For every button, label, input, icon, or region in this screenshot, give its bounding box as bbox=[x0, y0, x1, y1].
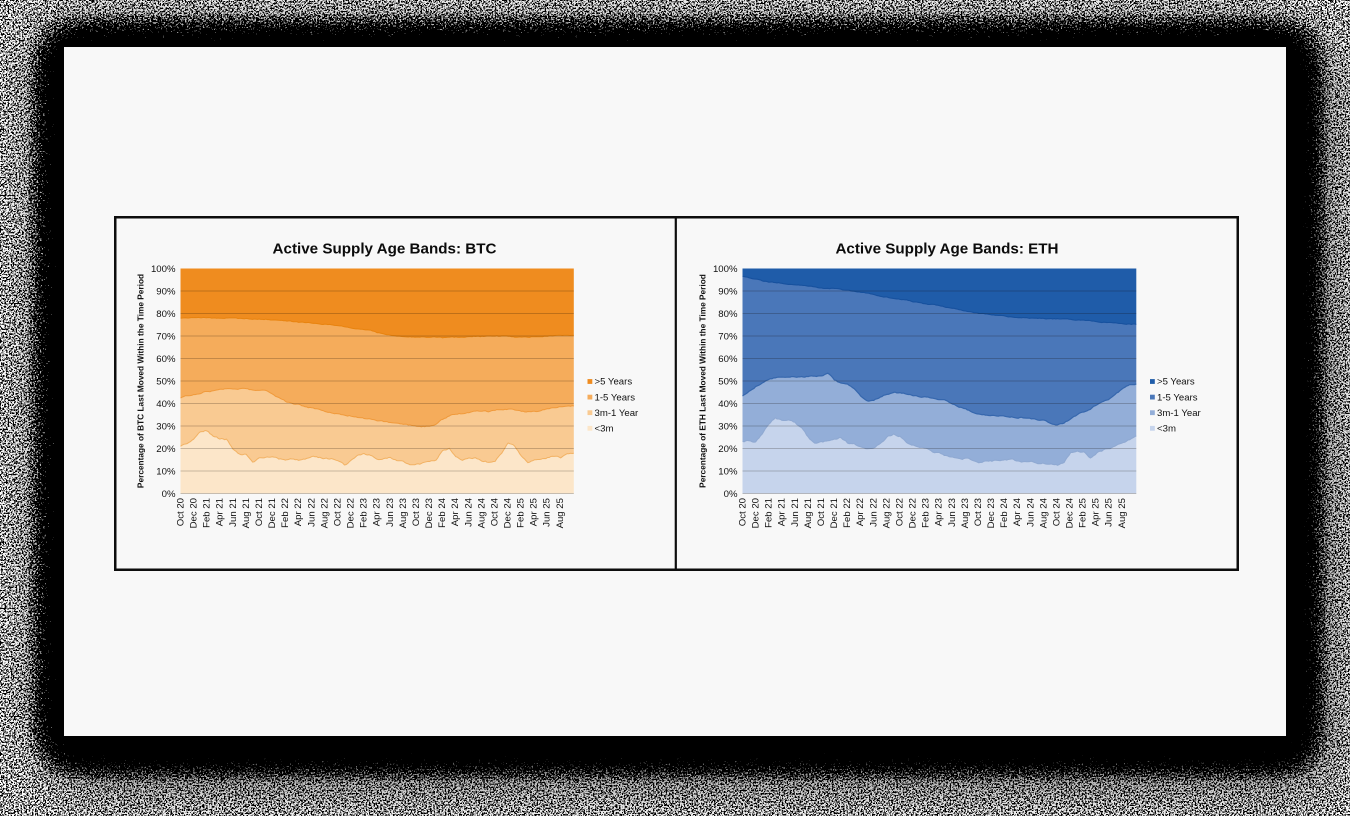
svg-text:Dec 21: Dec 21 bbox=[267, 498, 278, 528]
svg-text:Dec 24: Dec 24 bbox=[502, 497, 513, 528]
svg-text:Dec 20: Dec 20 bbox=[188, 498, 199, 528]
svg-text:60%: 60% bbox=[718, 353, 738, 364]
svg-text:>5 Years: >5 Years bbox=[1157, 376, 1195, 387]
svg-text:70%: 70% bbox=[718, 331, 738, 342]
svg-text:70%: 70% bbox=[156, 331, 176, 342]
svg-text:Apr 24: Apr 24 bbox=[450, 497, 461, 526]
svg-text:Feb 23: Feb 23 bbox=[920, 498, 931, 528]
svg-text:3m-1 Year: 3m-1 Year bbox=[594, 407, 639, 418]
svg-text:40%: 40% bbox=[718, 398, 738, 409]
svg-text:90%: 90% bbox=[156, 286, 176, 297]
svg-text:10%: 10% bbox=[156, 466, 176, 477]
svg-text:Jun 24: Jun 24 bbox=[463, 497, 474, 526]
svg-text:Dec 24: Dec 24 bbox=[1064, 497, 1075, 528]
svg-text:20%: 20% bbox=[156, 443, 176, 454]
svg-text:Dec 20: Dec 20 bbox=[750, 498, 761, 528]
svg-text:1-5 Years: 1-5 Years bbox=[594, 392, 635, 403]
svg-text:0%: 0% bbox=[161, 488, 175, 499]
svg-text:Aug 25: Aug 25 bbox=[1116, 498, 1127, 528]
svg-text:Active Supply Age Bands: ETH: Active Supply Age Bands: ETH bbox=[835, 240, 1058, 257]
svg-text:60%: 60% bbox=[156, 353, 176, 364]
svg-text:Feb 24: Feb 24 bbox=[999, 497, 1010, 528]
svg-text:Apr 24: Apr 24 bbox=[1012, 497, 1023, 526]
svg-text:Jun 24: Jun 24 bbox=[1025, 497, 1036, 526]
svg-text:Oct 24: Oct 24 bbox=[1051, 497, 1062, 526]
svg-text:100%: 100% bbox=[712, 263, 737, 274]
svg-text:Feb 21: Feb 21 bbox=[763, 498, 774, 528]
svg-text:Aug 21: Aug 21 bbox=[240, 498, 251, 528]
svg-text:Aug 21: Aug 21 bbox=[802, 498, 813, 528]
svg-text:Oct 20: Oct 20 bbox=[175, 498, 186, 526]
svg-text:0%: 0% bbox=[723, 488, 737, 499]
svg-text:90%: 90% bbox=[718, 286, 738, 297]
svg-text:Aug 23: Aug 23 bbox=[959, 498, 970, 528]
svg-text:Feb 25: Feb 25 bbox=[515, 498, 526, 528]
svg-text:Aug 24: Aug 24 bbox=[476, 497, 487, 528]
svg-text:Oct 22: Oct 22 bbox=[894, 498, 905, 526]
svg-text:Jun 25: Jun 25 bbox=[1103, 497, 1114, 526]
svg-text:Aug 22: Aug 22 bbox=[881, 498, 892, 528]
svg-text:Jun 21: Jun 21 bbox=[227, 498, 238, 527]
svg-text:Jun 25: Jun 25 bbox=[541, 498, 552, 527]
svg-text:20%: 20% bbox=[718, 443, 738, 454]
svg-text:Apr 21: Apr 21 bbox=[214, 498, 225, 526]
svg-text:Dec 23: Dec 23 bbox=[424, 498, 435, 528]
svg-text:Feb 25: Feb 25 bbox=[1077, 498, 1088, 528]
svg-text:80%: 80% bbox=[718, 308, 738, 319]
svg-text:50%: 50% bbox=[718, 376, 738, 387]
svg-text:Oct 21: Oct 21 bbox=[254, 498, 265, 526]
svg-text:Percentage of ETH Last Moved W: Percentage of ETH Last Moved Within the … bbox=[697, 274, 707, 488]
svg-text:Oct 23: Oct 23 bbox=[972, 498, 983, 526]
svg-text:Dec 21: Dec 21 bbox=[829, 498, 840, 528]
svg-text:Oct 24: Oct 24 bbox=[489, 497, 500, 526]
svg-text:Apr 22: Apr 22 bbox=[293, 498, 304, 526]
svg-text:10%: 10% bbox=[718, 466, 738, 477]
svg-text:Apr 22: Apr 22 bbox=[855, 498, 866, 526]
svg-text:40%: 40% bbox=[156, 398, 176, 409]
svg-text:Feb 22: Feb 22 bbox=[842, 498, 853, 528]
svg-text:Aug 24: Aug 24 bbox=[1038, 497, 1049, 528]
svg-text:50%: 50% bbox=[156, 376, 176, 387]
svg-text:30%: 30% bbox=[718, 421, 738, 432]
svg-text:<3m: <3m bbox=[1157, 423, 1176, 434]
svg-text:1-5 Years: 1-5 Years bbox=[1157, 392, 1198, 403]
svg-text:Active Supply Age Bands: BTC: Active Supply Age Bands: BTC bbox=[272, 240, 496, 257]
svg-text:100%: 100% bbox=[150, 263, 175, 274]
svg-text:Feb 21: Feb 21 bbox=[201, 498, 212, 528]
svg-text:Jun 23: Jun 23 bbox=[946, 498, 957, 527]
svg-text:Apr 21: Apr 21 bbox=[776, 498, 787, 526]
svg-text:Dec 23: Dec 23 bbox=[986, 498, 997, 528]
svg-text:Apr 23: Apr 23 bbox=[371, 498, 382, 526]
svg-text:Aug 22: Aug 22 bbox=[319, 498, 330, 528]
svg-text:>5 Years: >5 Years bbox=[594, 376, 632, 387]
svg-text:Apr 25: Apr 25 bbox=[1090, 498, 1101, 526]
svg-text:Oct 20: Oct 20 bbox=[737, 498, 748, 526]
svg-text:Jun 21: Jun 21 bbox=[789, 498, 800, 527]
svg-text:<3m: <3m bbox=[594, 423, 613, 434]
svg-text:Dec 22: Dec 22 bbox=[907, 498, 918, 528]
svg-text:Jun 22: Jun 22 bbox=[306, 498, 317, 527]
svg-text:Aug 23: Aug 23 bbox=[397, 498, 408, 528]
svg-text:Jun 23: Jun 23 bbox=[384, 498, 395, 527]
svg-text:Percentage of BTC Last Moved W: Percentage of BTC Last Moved Within the … bbox=[135, 273, 145, 487]
svg-text:Dec 22: Dec 22 bbox=[345, 498, 356, 528]
svg-text:3m-1 Year: 3m-1 Year bbox=[1157, 407, 1202, 418]
svg-text:Apr 23: Apr 23 bbox=[933, 498, 944, 526]
svg-text:30%: 30% bbox=[156, 421, 176, 432]
svg-text:Oct 23: Oct 23 bbox=[410, 498, 421, 526]
svg-text:80%: 80% bbox=[156, 308, 176, 319]
svg-text:Jun 22: Jun 22 bbox=[868, 498, 879, 527]
svg-text:Feb 22: Feb 22 bbox=[280, 498, 291, 528]
svg-text:Oct 22: Oct 22 bbox=[332, 498, 343, 526]
svg-text:Feb 23: Feb 23 bbox=[358, 498, 369, 528]
svg-text:Feb 24: Feb 24 bbox=[437, 497, 448, 528]
svg-text:Aug 25: Aug 25 bbox=[554, 498, 565, 528]
svg-text:Apr 25: Apr 25 bbox=[528, 498, 539, 526]
svg-text:Oct 21: Oct 21 bbox=[816, 498, 827, 526]
